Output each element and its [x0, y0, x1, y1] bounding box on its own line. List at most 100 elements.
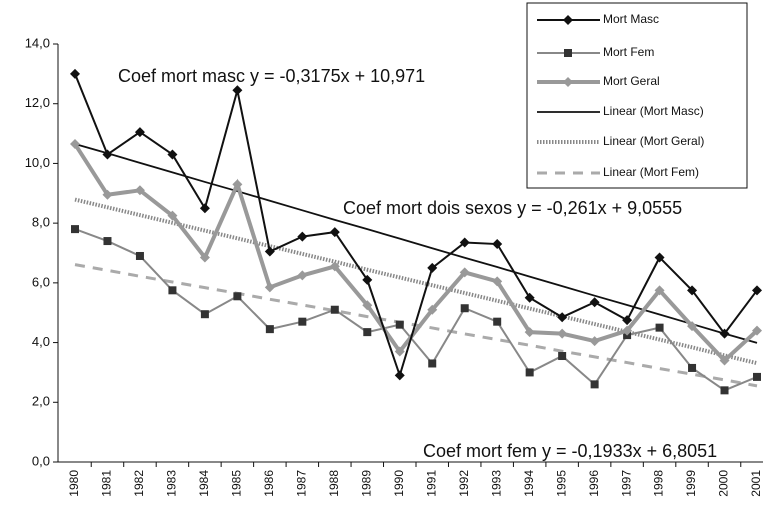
data-point	[167, 149, 178, 160]
data-point	[102, 189, 113, 200]
data-point	[330, 305, 339, 314]
data-point	[719, 328, 730, 339]
data-point	[719, 355, 730, 366]
data-point	[167, 210, 178, 221]
x-tick-label: 1994	[522, 470, 536, 497]
x-tick-label: 1988	[327, 470, 341, 497]
data-point	[362, 274, 373, 285]
data-point	[525, 368, 534, 377]
data-point	[687, 285, 698, 296]
y-tick-label: 12,0	[25, 95, 50, 110]
data-point	[103, 237, 112, 246]
data-point	[70, 68, 80, 79]
annotation: Coef mort masc y = -0,3175x + 10,971	[118, 66, 425, 86]
data-point	[654, 252, 665, 263]
series-line	[73, 142, 759, 364]
legend-label: Linear (Mort Fem)	[603, 165, 699, 179]
y-tick-label: 6,0	[32, 274, 50, 289]
legend-label: Mort Geral	[603, 74, 660, 88]
data-point	[655, 323, 664, 332]
data-point	[102, 149, 113, 160]
x-tick-label: 1982	[132, 470, 146, 497]
data-point	[264, 246, 275, 257]
data-point	[687, 321, 698, 332]
data-point	[493, 317, 502, 326]
y-tick-label: 14,0	[25, 35, 50, 50]
data-point	[200, 310, 209, 319]
y-tick-label: 8,0	[32, 215, 50, 230]
data-point	[199, 252, 210, 263]
legend-marker	[564, 49, 572, 57]
data-point	[459, 237, 470, 248]
data-point	[329, 227, 340, 238]
data-point	[264, 282, 275, 293]
x-tick-label: 1997	[619, 470, 633, 497]
y-tick-label: 10,0	[25, 155, 50, 170]
data-point	[589, 336, 600, 347]
data-point	[622, 315, 633, 326]
data-point	[557, 312, 568, 323]
x-tick-label: 1996	[587, 470, 601, 497]
data-point	[753, 372, 761, 381]
x-tick-label: 1989	[359, 470, 373, 497]
data-point	[720, 386, 729, 395]
legend-label: Mort Masc	[603, 12, 659, 26]
data-point	[233, 292, 242, 301]
x-tick-label: 1987	[295, 470, 309, 497]
data-point	[557, 328, 568, 339]
data-point	[232, 179, 243, 190]
y-tick-label: 2,0	[32, 394, 50, 409]
data-point	[70, 139, 80, 150]
x-tick-label: 1981	[100, 470, 114, 497]
data-point	[395, 320, 404, 329]
data-point	[590, 380, 599, 389]
data-point	[524, 327, 535, 338]
data-point	[168, 286, 177, 295]
x-tick-label: 2001	[749, 470, 763, 497]
x-tick-label: 1999	[684, 470, 698, 497]
data-point	[459, 267, 470, 278]
x-tick-label: 1992	[457, 470, 471, 497]
x-tick-label: 1991	[424, 470, 438, 497]
y-tick-label: 4,0	[32, 334, 50, 349]
series-line	[74, 73, 758, 379]
annotation: Coef mort dois sexos y = -0,261x + 9,055…	[343, 198, 682, 218]
data-point	[394, 370, 405, 381]
legend-marker	[563, 15, 573, 25]
data-point	[297, 231, 308, 242]
data-point	[199, 203, 210, 214]
legend-box	[526, 2, 748, 189]
x-tick-label: 1993	[489, 470, 503, 497]
data-point	[363, 328, 372, 337]
x-tick-label: 1980	[67, 470, 81, 497]
data-point	[558, 352, 567, 361]
data-point	[589, 297, 600, 308]
series-line	[74, 228, 758, 392]
data-point	[134, 185, 145, 196]
data-point	[427, 304, 438, 315]
data-point	[329, 261, 340, 272]
x-tick-label: 1998	[652, 470, 666, 497]
data-point	[232, 85, 243, 96]
data-point	[427, 262, 438, 273]
data-point	[460, 304, 469, 313]
x-tick-label: 1990	[392, 470, 406, 497]
x-tick-label: 1983	[165, 470, 179, 497]
legend-label: Mort Fem	[603, 45, 654, 59]
data-point	[492, 276, 503, 287]
data-point	[297, 270, 308, 281]
x-tick-label: 1985	[230, 470, 244, 497]
x-tick-label: 1986	[262, 470, 276, 497]
x-tick-label: 1995	[554, 470, 568, 497]
data-point	[71, 225, 79, 234]
data-point	[492, 239, 503, 250]
data-point	[135, 251, 144, 260]
legend-label: Linear (Mort Masc)	[603, 104, 704, 118]
data-point	[654, 285, 665, 296]
data-point	[752, 325, 762, 336]
legend-marker	[563, 77, 573, 87]
data-point	[298, 317, 307, 326]
data-point	[524, 292, 535, 303]
annotation: Coef mort fem y = -0,1933x + 6,8051	[423, 441, 717, 461]
